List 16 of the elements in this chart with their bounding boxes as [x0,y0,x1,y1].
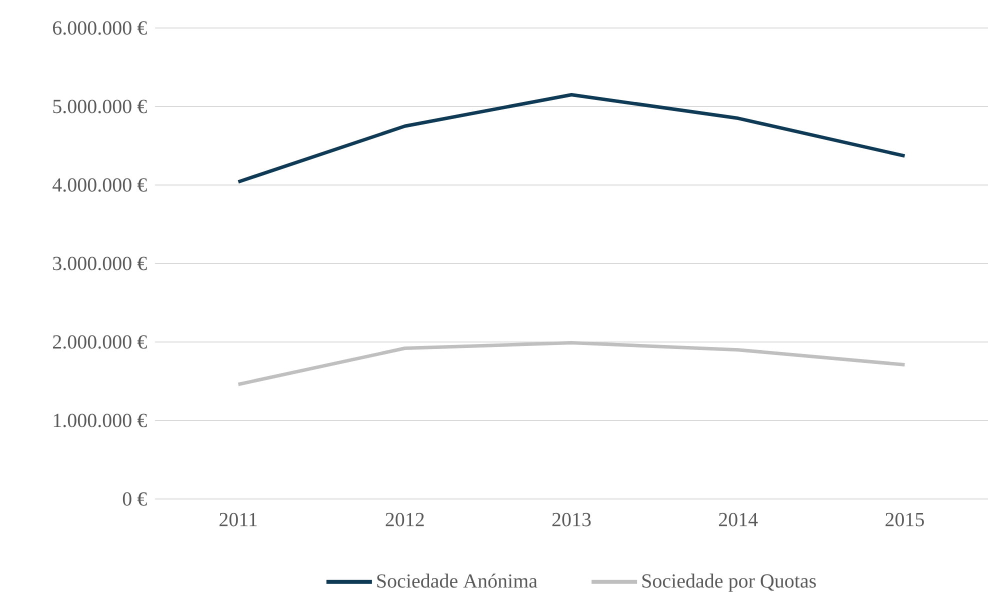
x-tick-label: 2013 [552,512,591,526]
line-series [236,341,906,386]
legend-label: Sociedade por Quotas [642,574,816,592]
x-tick-label: 2012 [386,512,424,526]
y-tick-label: 4.000.000 € [52,178,147,192]
y-tick-label: 2.000.000 € [53,335,147,349]
legend-label: Sociedade Anónima [377,574,538,588]
y-tick-label: 0 € [122,492,147,506]
y-tick-label: 5.000.000 € [53,100,147,114]
y-tick-label: 1.000.000 € [54,414,147,428]
x-tick-label: 2011 [220,512,257,526]
x-tick-label: 2014 [718,512,758,526]
y-tick-label: 6.000.000 € [53,21,147,35]
x-tick-label: 2015 [886,512,924,526]
y-tick-label: 3.000.000 € [53,256,147,270]
line-series [236,92,906,184]
